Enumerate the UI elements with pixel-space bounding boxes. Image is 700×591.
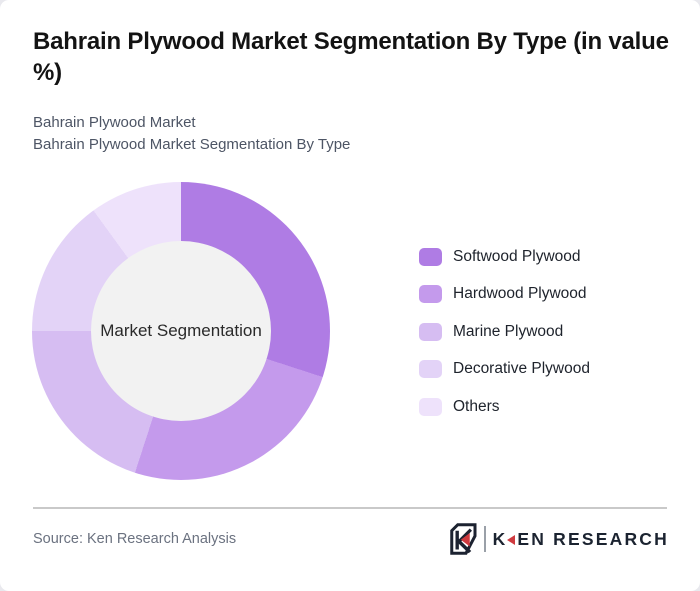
- donut-center-label: Market Segmentation: [100, 321, 262, 340]
- legend-swatch: [419, 397, 442, 416]
- donut-chart: Market Segmentation: [32, 182, 330, 480]
- legend-swatch: [419, 285, 442, 303]
- legend-item: Marine Plywood: [419, 322, 590, 341]
- ken-research-shield-k-icon: [449, 523, 477, 555]
- legend-item: Others: [419, 397, 590, 416]
- footer-divider: [33, 507, 667, 509]
- donut-center: Market Segmentation: [91, 241, 271, 421]
- legend-label: Hardwood Plywood: [453, 285, 587, 302]
- legend-item: Hardwood Plywood: [419, 285, 590, 304]
- legend-swatch: [419, 247, 442, 266]
- legend-item: Softwood Plywood: [419, 247, 590, 266]
- logo-separator: [483, 526, 486, 552]
- legend-swatch: [419, 360, 442, 378]
- chart-subtitle: Bahrain Plywood Market Bahrain Plywood M…: [33, 112, 350, 156]
- logo-red-triangle-icon: [507, 534, 516, 545]
- ken-research-logo: K EN RESEARCH: [448, 521, 669, 557]
- subtitle-line-2: Bahrain Plywood Market Segmentation By T…: [33, 136, 351, 153]
- legend-label: Decorative Plywood: [453, 360, 590, 377]
- legend-swatch: [419, 322, 442, 341]
- legend-label: Softwood Plywood: [453, 247, 581, 265]
- logo-wordmark: K EN RESEARCH: [493, 529, 669, 550]
- logo-letter-k: K: [492, 528, 508, 549]
- logo-text-rest: EN RESEARCH: [517, 528, 669, 549]
- legend-item: Decorative Plywood: [419, 360, 590, 379]
- page-title: Bahrain Plywood Market Segmentation By T…: [33, 28, 669, 86]
- subtitle-line-1: Bahrain Plywood Market: [33, 114, 196, 131]
- source-text: Source: Ken Research Analysis: [33, 531, 237, 547]
- legend-label: Others: [453, 397, 500, 415]
- chart-legend: Softwood Plywood Hardwood Plywood Marine P…: [419, 247, 590, 435]
- legend-label: Marine Plywood: [453, 322, 564, 340]
